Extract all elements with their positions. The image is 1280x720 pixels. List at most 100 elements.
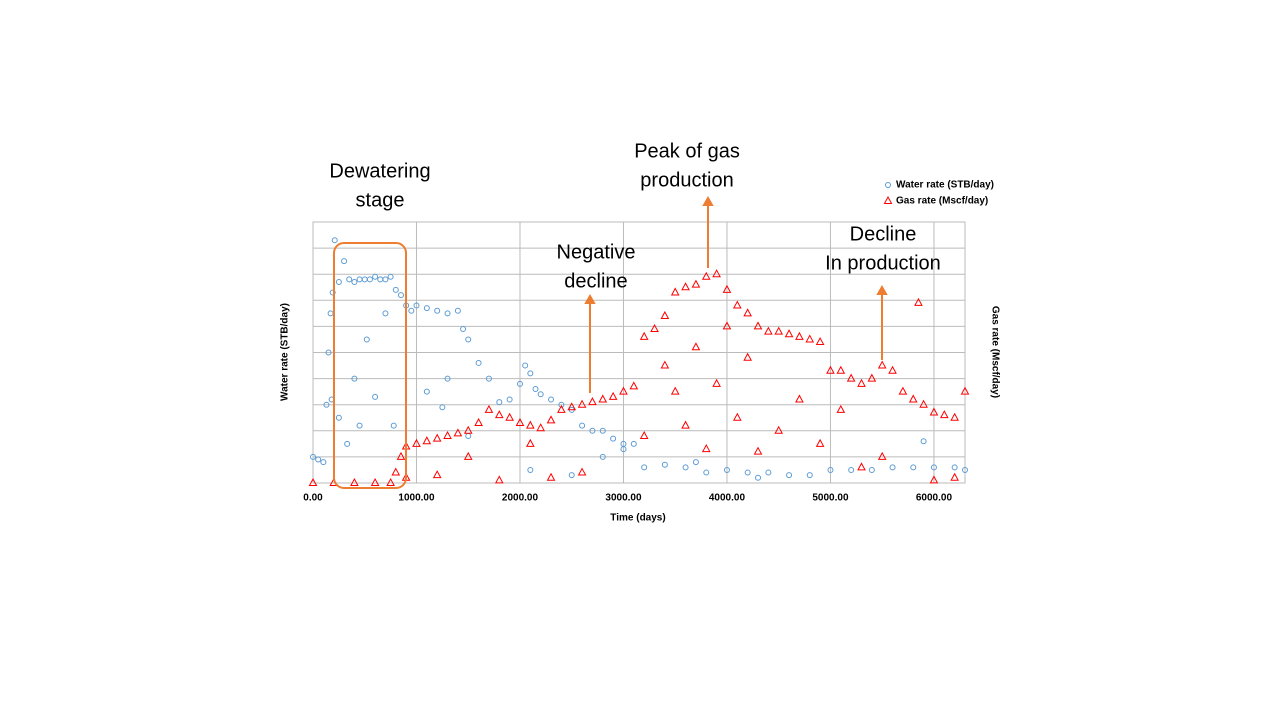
water-point	[806, 472, 813, 479]
plot-frame	[312, 221, 966, 484]
gas-point	[639, 331, 649, 340]
gas-point	[691, 279, 701, 288]
x-tick-label: 3000.00	[605, 493, 642, 504]
gas-point	[908, 394, 918, 403]
gas-point	[846, 373, 856, 382]
water-point	[423, 388, 430, 395]
gas-point	[857, 462, 866, 471]
water-point	[320, 459, 327, 466]
gas-point	[914, 297, 923, 306]
gas-point	[691, 342, 701, 351]
gas-point	[639, 430, 649, 440]
water-point	[387, 273, 394, 280]
gas-point	[432, 433, 442, 442]
annotation: Dewatering	[329, 160, 430, 182]
y-axis-title: Water rate (STB/day)	[280, 303, 291, 401]
water-point	[527, 466, 534, 473]
water-point	[589, 427, 596, 434]
water-point	[765, 469, 772, 476]
annotation: Peak of gas	[634, 140, 740, 162]
water-point	[351, 279, 358, 286]
gas-point	[494, 475, 504, 484]
arrow-head	[876, 284, 888, 295]
gas-point	[722, 284, 732, 293]
gas-point	[929, 475, 939, 484]
water-point	[703, 469, 710, 476]
x-tick-label: 2000.00	[502, 493, 539, 504]
x-tick-label: 4000.00	[709, 493, 746, 504]
gas-point	[432, 470, 442, 479]
gas-point	[422, 436, 432, 445]
water-point	[377, 276, 384, 283]
gas-point	[836, 404, 846, 413]
gas-point	[867, 373, 877, 382]
gas-point	[557, 404, 566, 413]
annotation: In production	[825, 252, 941, 274]
y2-axis-title: Gas rate (Mscf/day)	[989, 306, 1000, 398]
water-point	[346, 276, 353, 283]
gas-point	[515, 417, 525, 426]
gas-point	[857, 378, 866, 387]
legend-label: Water rate (STB/day)	[896, 180, 994, 191]
water-point	[661, 461, 668, 468]
water-point	[439, 404, 446, 411]
water-point	[610, 435, 617, 442]
gas-point	[546, 415, 556, 424]
gas-point	[386, 477, 395, 486]
water-point	[372, 273, 379, 280]
water-point	[527, 370, 534, 377]
x-axis-title: Time (days)	[610, 513, 665, 524]
x-tick-label: 5000.00	[812, 493, 849, 504]
gas-point	[608, 391, 618, 400]
water-point	[344, 440, 351, 447]
gas-point	[536, 423, 546, 432]
water-point	[889, 464, 896, 471]
water-point	[682, 464, 689, 471]
gas-point	[805, 334, 815, 343]
water-point	[548, 396, 555, 403]
points	[308, 237, 970, 486]
gas-point	[764, 326, 773, 335]
water-point	[568, 472, 575, 479]
gas-point	[681, 420, 690, 429]
gas-point	[732, 412, 742, 421]
gas-point	[815, 438, 825, 447]
gas-point	[722, 321, 732, 330]
water-point	[335, 414, 342, 421]
x-tick-label: 6000.00	[916, 493, 953, 504]
arrow-head	[584, 293, 596, 304]
gas-point	[670, 287, 680, 296]
gas-point	[463, 451, 473, 460]
water-point	[475, 359, 482, 366]
water-point	[434, 307, 441, 314]
gas-point	[898, 386, 908, 395]
water-point	[930, 464, 937, 471]
gas-point	[567, 402, 577, 411]
annotation: production	[640, 169, 733, 191]
water-point	[325, 349, 332, 356]
water-point	[390, 422, 397, 429]
annotation: decline	[564, 270, 627, 292]
gas-point	[929, 407, 939, 416]
gas-point	[525, 438, 535, 447]
gas-point	[453, 428, 463, 437]
water-point	[786, 472, 793, 479]
water-point	[692, 459, 699, 466]
water-point	[630, 440, 637, 447]
water-point	[392, 286, 399, 293]
gas-point	[670, 386, 680, 395]
gas-point	[350, 477, 359, 486]
water-point	[423, 305, 430, 312]
gas-point	[505, 412, 514, 421]
gas-point	[577, 467, 587, 476]
gas-point	[494, 410, 504, 419]
gas-point	[370, 477, 380, 486]
water-point	[460, 326, 467, 333]
gas-point	[463, 425, 473, 434]
water-point	[485, 375, 492, 382]
annotation: stage	[356, 189, 405, 211]
gas-point	[598, 394, 608, 403]
gas-point	[712, 378, 721, 387]
water-point	[361, 276, 368, 283]
water-point	[341, 258, 348, 265]
